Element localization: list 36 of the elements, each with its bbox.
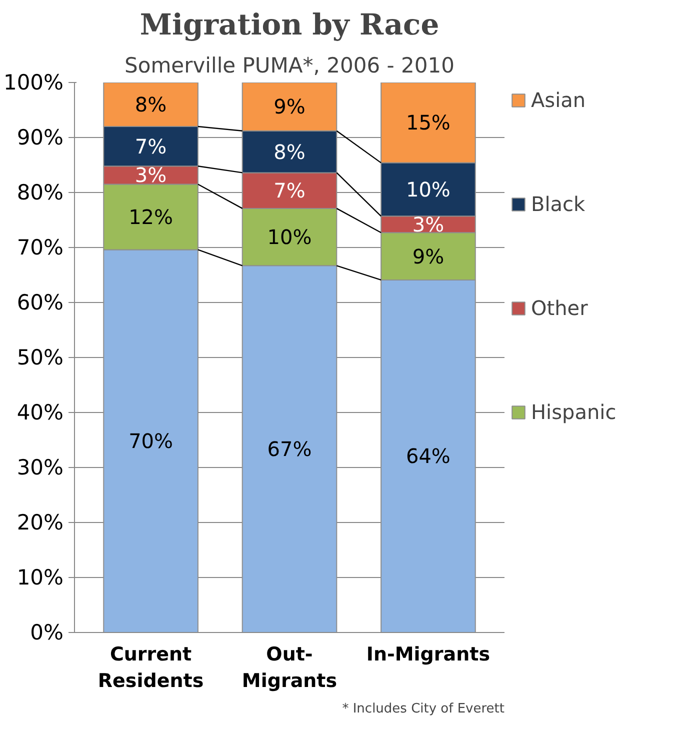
data-label: 9% [412,244,444,268]
data-label: 7% [274,178,306,203]
y-tick-label: 0% [30,620,64,644]
legend-label: Black [531,192,586,216]
legend-label: Asian [531,88,586,112]
x-tick-label: Current Residents [98,644,204,692]
data-label: 3% [412,212,444,236]
x-tick-label: Out- Migrants [242,644,338,692]
text: * Includes City of Everett [342,702,505,716]
data-label: 15% [406,110,450,135]
chart-title: Migration by Race [140,8,440,42]
data-label: 67% [267,437,312,462]
data-label: 9% [274,94,306,119]
data-label: 3% [134,163,167,188]
y-tick-label: 10% [16,566,64,590]
y-tick-label: 80% [16,180,64,204]
data-label: 64% [406,444,450,468]
y-tick-label: 40% [16,400,64,424]
data-label: 7% [134,134,167,158]
y-tick-label: 90% [16,126,64,150]
data-label: 8% [134,92,167,116]
chart-subtitle: Somerville PUMA*, 2006 - 2010 [124,54,454,78]
legend-label: Hispanic [531,400,616,424]
y-tick-label: 100% [3,70,64,94]
data-label: 8% [274,140,306,164]
data-label: 10% [267,225,312,250]
y-tick-label: 30% [16,456,64,480]
x-tick-label: In-Migrants [366,644,490,666]
data-label: 12% [128,204,174,229]
y-tick-label: 20% [16,510,64,534]
legend-label: Other [531,296,588,320]
y-tick-label: 50% [16,346,64,370]
y-tick-label: 70% [16,236,64,260]
data-label: 10% [406,177,450,202]
data-label: 70% [128,429,174,454]
y-tick-label: 60% [16,290,64,314]
